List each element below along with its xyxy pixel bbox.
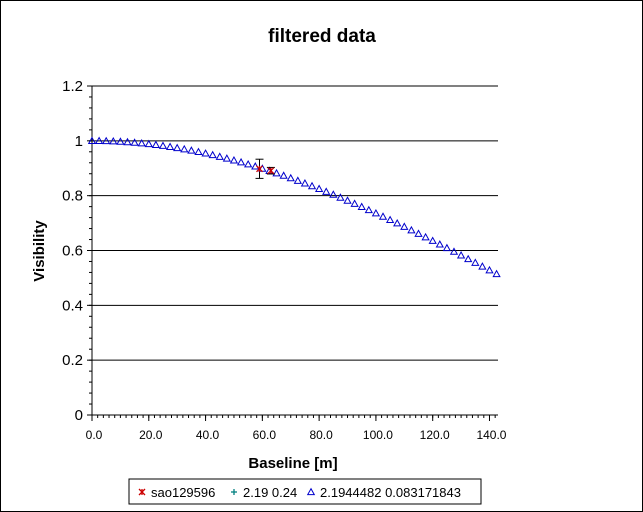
model-point	[236, 157, 246, 166]
legend-box	[128, 478, 482, 505]
model-point	[478, 262, 487, 270]
model-point	[279, 171, 288, 179]
model-point	[414, 229, 423, 237]
model-point	[137, 138, 146, 147]
y-tick-label: 0.6	[62, 243, 83, 260]
model-point	[456, 251, 466, 259]
model-point	[492, 269, 501, 278]
model-point	[371, 208, 381, 217]
model-point	[222, 154, 232, 162]
y-tick-label: 1	[75, 133, 83, 150]
x-tick-label: 40.0	[196, 428, 220, 442]
model-point	[165, 142, 175, 150]
legend-label: 2.1944482 0.083171843	[320, 485, 461, 500]
model-point	[130, 138, 139, 146]
model-point	[329, 190, 338, 198]
model-point	[102, 136, 111, 145]
x-tick-label: 120.0	[420, 428, 450, 442]
model-point	[435, 240, 444, 248]
legend-marker	[138, 488, 146, 496]
model-point	[336, 193, 345, 201]
model-point	[350, 199, 359, 207]
y-tick-label: 0.8	[62, 188, 83, 205]
y-tick-label: 1.2	[62, 78, 83, 95]
model-point	[194, 147, 203, 156]
y-tick-label: 0.2	[62, 352, 83, 369]
model-point	[364, 205, 373, 214]
legend-label: 2.19 0.24	[243, 485, 297, 500]
data-points	[87, 136, 501, 278]
x-tick-label: 60.0	[253, 428, 277, 442]
x-tick-label: 140.0	[476, 428, 506, 442]
model-point	[471, 258, 480, 266]
model-point	[208, 150, 217, 159]
measured-point	[256, 165, 263, 173]
model-point	[393, 218, 402, 227]
x-tick-label: 100.0	[363, 428, 393, 442]
model-point	[123, 137, 132, 146]
model-point	[307, 181, 317, 190]
model-point	[229, 155, 239, 164]
model-point	[151, 140, 161, 148]
model-point	[286, 173, 295, 182]
model-point	[378, 212, 388, 220]
y-tick-label: 0.4	[62, 297, 83, 314]
model-point	[421, 232, 430, 241]
model-point	[293, 176, 302, 184]
legend-marker	[306, 487, 316, 496]
model-point	[343, 196, 352, 204]
model-point	[272, 168, 281, 177]
y-axis-title: Visibility	[31, 220, 48, 282]
model-point	[300, 179, 310, 187]
gridlines	[92, 85, 498, 361]
model-point	[116, 137, 125, 145]
measured-point	[267, 167, 275, 175]
legend-label: sao129596	[151, 485, 215, 500]
model-point	[322, 187, 331, 195]
model-point	[144, 139, 153, 148]
model-point	[201, 149, 210, 157]
x-axis-title: Baseline [m]	[248, 455, 337, 472]
model-point	[407, 225, 416, 234]
model-point	[314, 184, 324, 192]
legend-marker	[231, 489, 237, 495]
model-point	[173, 143, 182, 152]
model-point	[464, 254, 473, 263]
y-ticks: 0 0.2 0.4 0.6 0.8 1 1.2	[62, 78, 92, 424]
model-point	[385, 215, 395, 224]
model-point	[180, 144, 189, 153]
legend: sao129596 2.19 0.24 2.1944482 0.083171843	[128, 478, 482, 505]
model-point	[244, 159, 253, 168]
model-point	[400, 222, 409, 230]
y-tick-label: 0	[75, 407, 83, 424]
model-point	[158, 141, 168, 149]
x-tick-label: 0.0	[86, 428, 103, 442]
x-ticks: 0.0 20.0 40.0 60.0 80.0 100.0 120.0 140.0	[86, 415, 507, 442]
model-point	[357, 202, 366, 210]
model-point	[109, 136, 118, 145]
model-point	[449, 247, 459, 255]
model-point	[87, 136, 97, 144]
x-tick-label: 20.0	[139, 428, 163, 442]
model-point	[94, 136, 104, 145]
x-tick-label: 80.0	[309, 428, 333, 442]
model-point	[215, 152, 224, 160]
model-point	[442, 243, 452, 252]
model-point	[428, 236, 437, 244]
model-point	[485, 265, 494, 274]
model-point	[187, 146, 196, 154]
chart-title: filtered data	[268, 26, 376, 47]
